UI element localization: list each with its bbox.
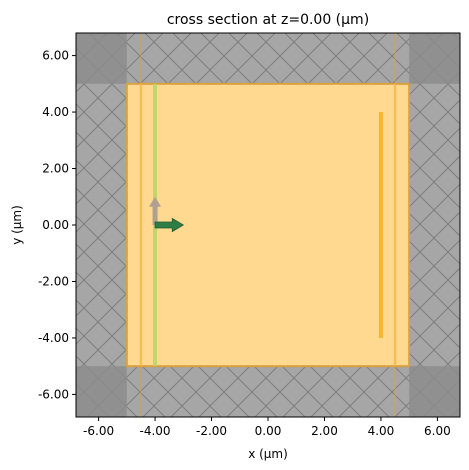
y-tick-label: -2.00 [38, 274, 69, 288]
plot-area [76, 33, 460, 417]
y-axis-label: y (μm) [10, 205, 24, 245]
x-tick-label: 0.00 [255, 424, 282, 438]
y-tick-label: -4.00 [38, 331, 69, 345]
simulation-domain [125, 82, 411, 368]
x-tick-label: 2.00 [311, 424, 338, 438]
y-tick-label: 0.00 [42, 218, 69, 232]
y-tick-label: -6.00 [38, 387, 69, 401]
corner-region [409, 33, 460, 84]
x-tick-label: -4.00 [140, 424, 171, 438]
y-tick-label: 2.00 [42, 162, 69, 176]
corner-region [409, 366, 460, 417]
chart-title: cross section at z=0.00 (μm) [167, 12, 369, 28]
x-axis: -6.00 -4.00 -2.00 0.00 2.00 4.00 6.00 [83, 417, 451, 438]
x-tick-label: -6.00 [83, 424, 114, 438]
direction-arrow [154, 217, 185, 233]
corner-region [76, 366, 127, 417]
y-axis: -6.00 -4.00 -2.00 0.00 2.00 4.00 6.00 [38, 49, 76, 401]
x-tick-label: 6.00 [424, 424, 451, 438]
x-axis-label: x (μm) [248, 447, 288, 461]
x-tick-label: -2.00 [196, 424, 227, 438]
polarization-arrow [149, 196, 162, 225]
y-tick-label: 6.00 [42, 49, 69, 63]
y-tick-label: 4.00 [42, 105, 69, 119]
x-tick-label: 4.00 [368, 424, 395, 438]
corner-region [76, 33, 127, 84]
